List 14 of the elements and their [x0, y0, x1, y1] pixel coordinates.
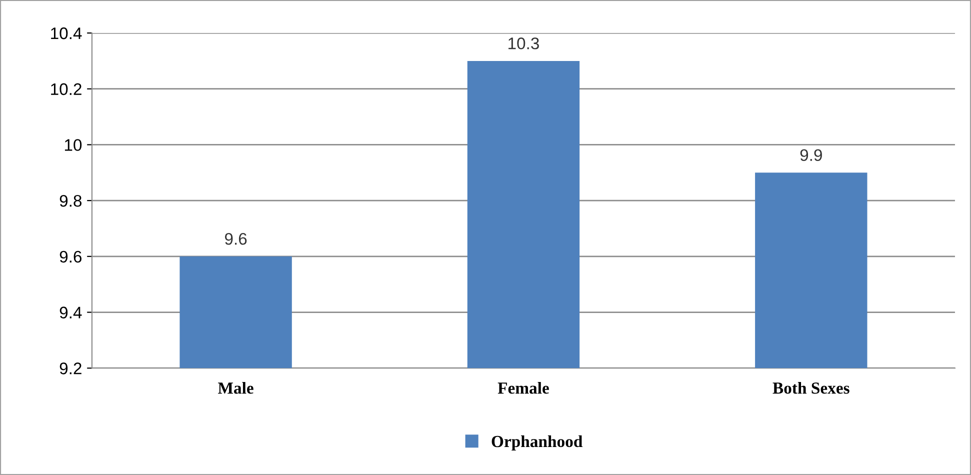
x-tick-label: Female	[498, 382, 549, 394]
y-tick-label: 9.2	[60, 362, 82, 374]
x-tick-label: Both Sexes	[772, 382, 850, 394]
y-tick-label: 10.2	[51, 83, 82, 96]
data-label: 9.6	[224, 232, 247, 245]
y-tick-label: 9.4	[60, 306, 82, 318]
y-tick-label: 10	[64, 139, 82, 151]
y-tick-label: 9.6	[60, 250, 82, 263]
y-tick-label: 9.8	[60, 194, 82, 207]
y-tick-label: 10.4	[51, 27, 82, 40]
data-label: 9.9	[800, 149, 822, 162]
data-label: 10.3	[508, 38, 539, 50]
x-tick-label: Male	[218, 382, 254, 394]
legend-label: Orphanhood	[492, 435, 583, 450]
